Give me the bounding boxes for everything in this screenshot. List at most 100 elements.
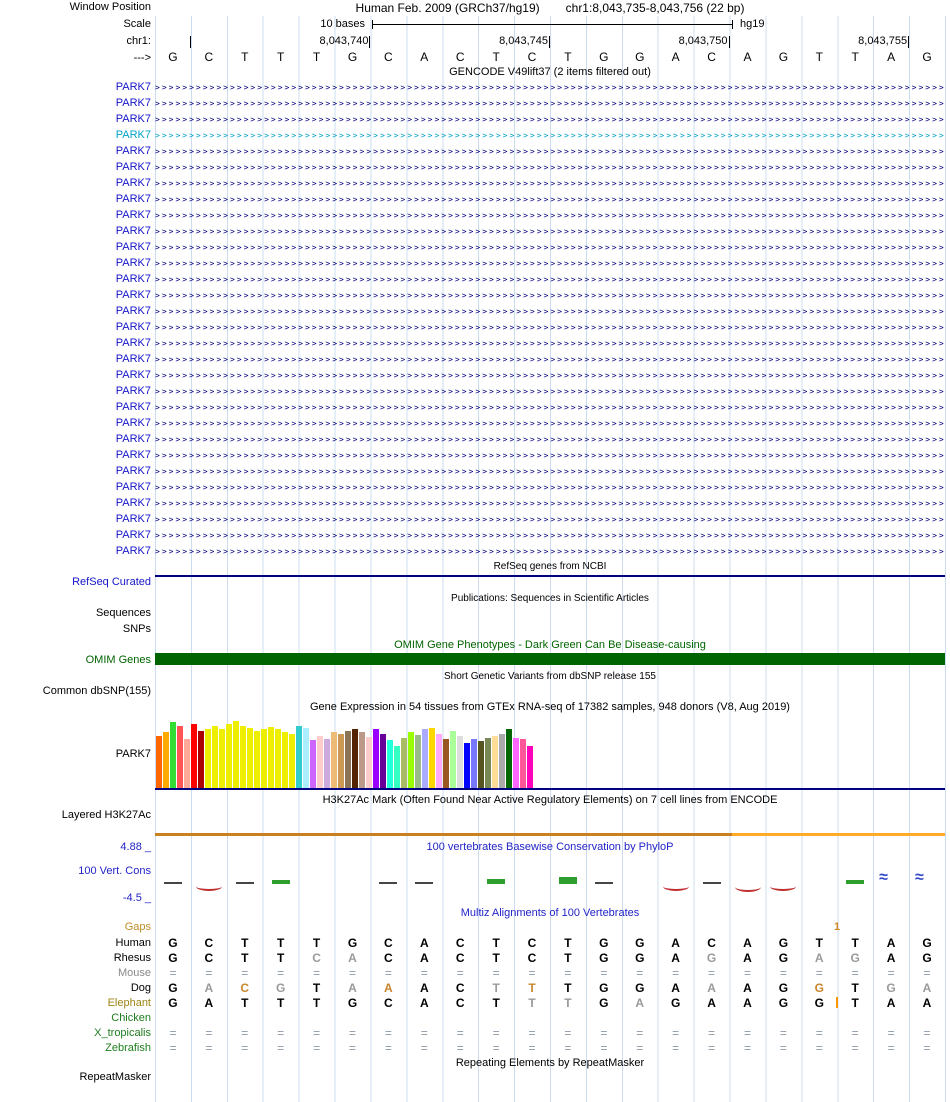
gtex-bar (408, 732, 414, 789)
phylop-logo: ≈ (879, 869, 888, 886)
phylop-neg-mark (734, 882, 761, 892)
gtex-bar (275, 729, 281, 789)
alignment-base: = (348, 966, 356, 980)
alignment-base: = (887, 966, 895, 980)
gtex-bar (436, 734, 442, 789)
alignment-base: = (528, 1041, 536, 1055)
gencode-transcript-row[interactable]: PARK7 >>>>>>>>>>>>>>>>>>>>>>>>>>>>>>>>>>>… (0, 320, 950, 336)
multiz-species-row[interactable]: Elephant G A T T T G C A C T T T G A G A A G G T A A (0, 996, 950, 1011)
alignment-base: A (886, 936, 896, 950)
gtex-expression-chart[interactable] (156, 717, 534, 789)
alignment-base: = (205, 1026, 213, 1040)
alignment-base: G (778, 981, 789, 995)
gencode-transcript-row[interactable]: PARK7 >>>>>>>>>>>>>>>>>>>>>>>>>>>>>>>>>>>… (0, 96, 950, 112)
alignment-base: = (743, 1026, 751, 1040)
gencode-track[interactable]: PARK7 >>>>>>>>>>>>>>>>>>>>>>>>>>>>>>>>>>>… (0, 80, 950, 560)
transcript-label: PARK7 (115, 497, 151, 509)
refseq-gene-bar[interactable] (155, 575, 945, 577)
gencode-transcript-row[interactable]: PARK7 >>>>>>>>>>>>>>>>>>>>>>>>>>>>>>>>>>>… (0, 368, 950, 384)
gencode-transcript-row[interactable]: PARK7 >>>>>>>>>>>>>>>>>>>>>>>>>>>>>>>>>>>… (0, 192, 950, 208)
gencode-transcript-row[interactable]: PARK7 >>>>>>>>>>>>>>>>>>>>>>>>>>>>>>>>>>>… (0, 512, 950, 528)
gtex-bar (233, 721, 239, 789)
position-ruler[interactable]: 8,043,740 8,043,745 8,043,750 8,043,755 (155, 34, 945, 49)
assembly-title: Human Feb. 2009 (GRCh37/hg19) (355, 1, 540, 15)
ruler-base: A (887, 50, 896, 64)
gencode-transcript-row[interactable]: PARK7 >>>>>>>>>>>>>>>>>>>>>>>>>>>>>>>>>>>… (0, 400, 950, 416)
transcript-arrows: >>>>>>>>>>>>>>>>>>>>>>>>>>>>>>>>>>>>>>>>… (155, 147, 945, 156)
alignment-base: = (205, 966, 213, 980)
gencode-transcript-row[interactable]: PARK7 >>>>>>>>>>>>>>>>>>>>>>>>>>>>>>>>>>>… (0, 480, 950, 496)
gtex-bar (492, 736, 498, 789)
alignment-base: A (707, 981, 716, 995)
gtex-baseline (155, 788, 945, 790)
gencode-transcript-row[interactable]: PARK7 >>>>>>>>>>>>>>>>>>>>>>>>>>>>>>>>>>>… (0, 144, 950, 160)
omim-gene-bar[interactable] (155, 653, 945, 665)
multiz-species-row[interactable]: X_tropicalis = = = = = = = = = = = = = = = = = = = = = = (0, 1026, 950, 1041)
gencode-transcript-row[interactable]: PARK7 >>>>>>>>>>>>>>>>>>>>>>>>>>>>>>>>>>>… (0, 432, 950, 448)
alignment-base: = (384, 1041, 392, 1055)
multiz-species-row[interactable]: Dog G A C G T A A A C T T T G G A A A G G T G A (0, 981, 950, 996)
multiz-species-row[interactable]: Mouse = = = = = = = = = = = = = = = = = = = = = = (0, 966, 950, 981)
species-bases: = = = = = = = = = = = = = = = = = = = = = = (155, 966, 945, 980)
multiz-alignment-rows[interactable]: Human G C T T T G C A C T C T G G A C A G T T A G Rhesus G C T T C A C… (0, 936, 950, 1056)
gencode-transcript-row[interactable]: PARK7 >>>>>>>>>>>>>>>>>>>>>>>>>>>>>>>>>>>… (0, 288, 950, 304)
gencode-transcript-row[interactable]: PARK7 >>>>>>>>>>>>>>>>>>>>>>>>>>>>>>>>>>>… (0, 544, 950, 560)
ruler-base: A (420, 50, 429, 64)
alignment-base: = (348, 1026, 356, 1040)
gencode-transcript-row[interactable]: PARK7 >>>>>>>>>>>>>>>>>>>>>>>>>>>>>>>>>>>… (0, 416, 950, 432)
gtex-bar (338, 734, 344, 789)
gencode-transcript-row[interactable]: PARK7 >>>>>>>>>>>>>>>>>>>>>>>>>>>>>>>>>>>… (0, 160, 950, 176)
gencode-transcript-row[interactable]: PARK7 >>>>>>>>>>>>>>>>>>>>>>>>>>>>>>>>>>>… (0, 80, 950, 96)
alignment-base: = (815, 966, 823, 980)
gencode-transcript-row[interactable]: PARK7 >>>>>>>>>>>>>>>>>>>>>>>>>>>>>>>>>>>… (0, 464, 950, 480)
transcript-label: PARK7 (115, 145, 151, 157)
scale-bar-line (373, 24, 732, 25)
phylop-min-label: -4.5 _ (122, 892, 151, 904)
gencode-transcript-row[interactable]: PARK7 >>>>>>>>>>>>>>>>>>>>>>>>>>>>>>>>>>>… (0, 112, 950, 128)
ruler-tick-label: 8,043,740 (319, 35, 369, 47)
multiz-species-row[interactable]: Zebrafish = = = = = = = = = = = = = = = = = = = = = = (0, 1041, 950, 1056)
gencode-transcript-row[interactable]: PARK7 >>>>>>>>>>>>>>>>>>>>>>>>>>>>>>>>>>>… (0, 240, 950, 256)
alignment-base: G (599, 936, 609, 950)
alignment-base: = (636, 966, 644, 980)
phylop-track-label: 100 Vert. Cons (78, 865, 151, 877)
gtex-bar (464, 743, 470, 789)
gencode-transcript-row[interactable]: PARK7 >>>>>>>>>>>>>>>>>>>>>>>>>>>>>>>>>>>… (0, 272, 950, 288)
alignment-base: A (348, 951, 357, 965)
gencode-transcript-row[interactable]: PARK7 >>>>>>>>>>>>>>>>>>>>>>>>>>>>>>>>>>>… (0, 352, 950, 368)
multiz-species-row[interactable]: Rhesus G C T T C A C A C T C T G G A G A G A G A G (0, 951, 950, 966)
multiz-species-row[interactable]: Chicken (0, 1011, 950, 1026)
transcript-arrows: >>>>>>>>>>>>>>>>>>>>>>>>>>>>>>>>>>>>>>>>… (155, 339, 945, 348)
ruler-base: G (778, 50, 789, 64)
gencode-transcript-row[interactable]: PARK7 >>>>>>>>>>>>>>>>>>>>>>>>>>>>>>>>>>>… (0, 384, 950, 400)
phylop-track[interactable]: ≈ ≈ (155, 852, 945, 900)
gtex-gene-label: PARK7 (115, 748, 151, 760)
gencode-transcript-row[interactable]: PARK7 >>>>>>>>>>>>>>>>>>>>>>>>>>>>>>>>>>>… (0, 256, 950, 272)
gencode-transcript-row[interactable]: PARK7 >>>>>>>>>>>>>>>>>>>>>>>>>>>>>>>>>>>… (0, 496, 950, 512)
gencode-transcript-row[interactable]: PARK7 >>>>>>>>>>>>>>>>>>>>>>>>>>>>>>>>>>>… (0, 528, 950, 544)
alignment-base: T (277, 951, 285, 965)
window-position-label: Window Position (69, 1, 151, 13)
gencode-transcript-row[interactable]: PARK7 >>>>>>>>>>>>>>>>>>>>>>>>>>>>>>>>>>>… (0, 224, 950, 240)
gencode-transcript-row[interactable]: PARK7 >>>>>>>>>>>>>>>>>>>>>>>>>>>>>>>>>>>… (0, 208, 950, 224)
gencode-transcript-row[interactable]: PARK7 >>>>>>>>>>>>>>>>>>>>>>>>>>>>>>>>>>>… (0, 336, 950, 352)
h3k27ac-signal[interactable] (155, 833, 945, 836)
multiz-species-row[interactable]: Human G C T T T G C A C T C T G G A C A G T T A G (0, 936, 950, 951)
gencode-transcript-row[interactable]: PARK7 >>>>>>>>>>>>>>>>>>>>>>>>>>>>>>>>>>>… (0, 304, 950, 320)
gtex-bar (485, 738, 491, 789)
alignment-base: T (492, 951, 500, 965)
alignment-base: = (636, 1026, 644, 1040)
alignment-base: C (384, 996, 393, 1010)
gencode-transcript-row[interactable]: PARK7 >>>>>>>>>>>>>>>>>>>>>>>>>>>>>>>>>>>… (0, 128, 950, 144)
alignment-base: = (528, 966, 536, 980)
alignment-base: A (814, 951, 824, 965)
gtex-bar (513, 738, 519, 789)
alignment-base: G (778, 936, 789, 950)
alignment-base: = (241, 1041, 249, 1055)
gencode-transcript-row[interactable]: PARK7 >>>>>>>>>>>>>>>>>>>>>>>>>>>>>>>>>>>… (0, 448, 950, 464)
gencode-transcript-row[interactable]: PARK7 >>>>>>>>>>>>>>>>>>>>>>>>>>>>>>>>>>>… (0, 176, 950, 192)
transcript-arrows: >>>>>>>>>>>>>>>>>>>>>>>>>>>>>>>>>>>>>>>>… (155, 99, 945, 108)
gtex-bar (282, 732, 288, 789)
